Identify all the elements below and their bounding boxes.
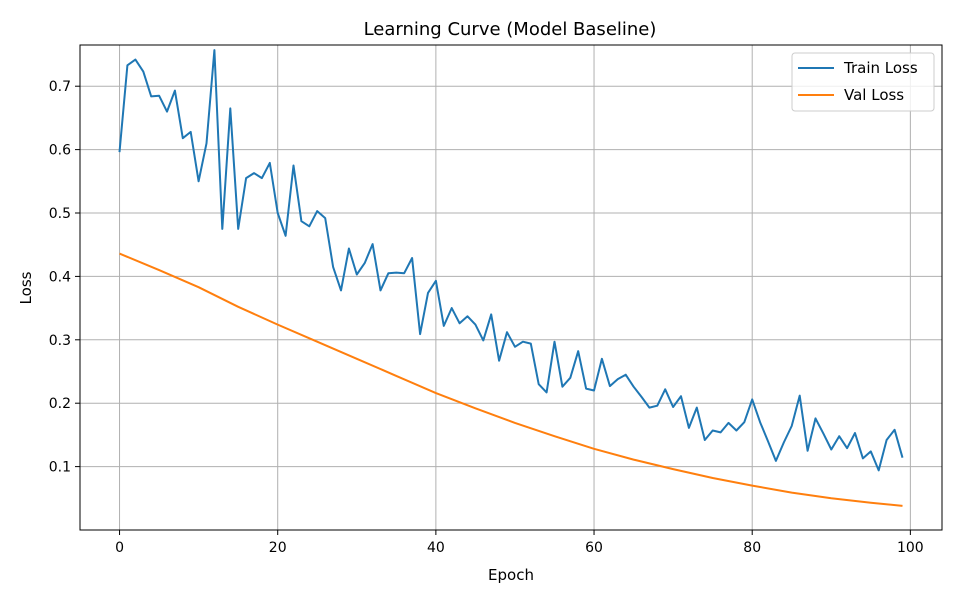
series-line-train-loss xyxy=(118,49,904,472)
axis-ticks: 0 20 40 60 80 100 0.1 0.2 0.3 0.4 0.5 0.6 0.7 xyxy=(49,79,924,556)
series-line-val-loss xyxy=(119,252,903,507)
x-tick-label: 100 xyxy=(897,540,924,556)
chart-title: Learning Curve (Model Baseline) xyxy=(364,19,657,40)
x-tick-label: 20 xyxy=(269,540,287,556)
x-axis-label: Epoch xyxy=(488,566,534,584)
y-tick-label: 0.3 xyxy=(49,333,71,349)
grid-lines xyxy=(80,45,942,530)
y-tick-label: 0.4 xyxy=(49,269,71,285)
y-tick-label: 0.6 xyxy=(49,143,71,159)
x-tick-label: 0 xyxy=(115,540,124,556)
legend: Train Loss Val Loss xyxy=(791,52,935,112)
x-tick-label: 60 xyxy=(585,540,603,556)
series-layer xyxy=(118,49,904,507)
plot-frame xyxy=(79,44,943,531)
y-tick-label: 0.7 xyxy=(49,79,71,95)
legend-label-val-loss: Val Loss xyxy=(844,86,904,104)
y-tick-label: 0.1 xyxy=(49,460,71,476)
x-tick-label: 80 xyxy=(743,540,761,556)
y-tick-label: 0.5 xyxy=(49,206,71,222)
y-tick-label: 0.2 xyxy=(49,396,71,412)
y-axis-label: Loss xyxy=(17,271,35,304)
x-tick-label: 40 xyxy=(427,540,445,556)
legend-label-train-loss: Train Loss xyxy=(843,59,918,77)
